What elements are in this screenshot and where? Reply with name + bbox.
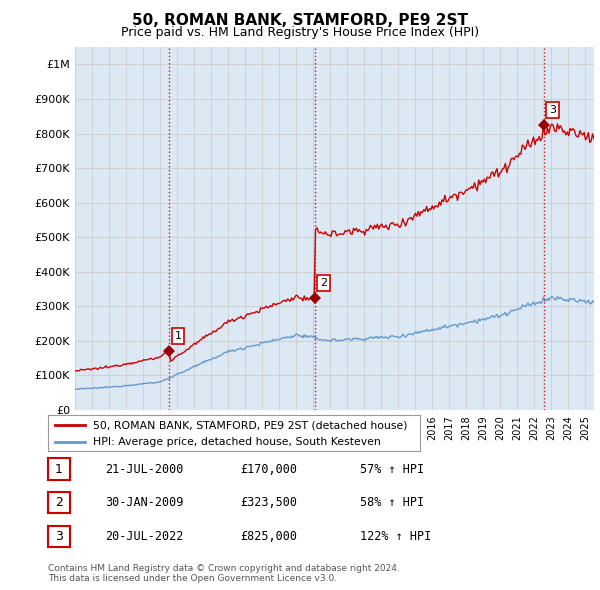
Text: £170,000: £170,000	[240, 463, 297, 476]
Text: 1: 1	[175, 331, 182, 341]
Text: 58% ↑ HPI: 58% ↑ HPI	[360, 496, 424, 509]
Text: Price paid vs. HM Land Registry's House Price Index (HPI): Price paid vs. HM Land Registry's House …	[121, 26, 479, 39]
Text: 50, ROMAN BANK, STAMFORD, PE9 2ST (detached house): 50, ROMAN BANK, STAMFORD, PE9 2ST (detac…	[92, 420, 407, 430]
Text: £825,000: £825,000	[240, 530, 297, 543]
Text: 21-JUL-2000: 21-JUL-2000	[105, 463, 184, 476]
Text: HPI: Average price, detached house, South Kesteven: HPI: Average price, detached house, Sout…	[92, 437, 380, 447]
Text: 122% ↑ HPI: 122% ↑ HPI	[360, 530, 431, 543]
Text: 2: 2	[55, 496, 63, 509]
Text: Contains HM Land Registry data © Crown copyright and database right 2024.
This d: Contains HM Land Registry data © Crown c…	[48, 563, 400, 583]
Text: 1: 1	[55, 463, 63, 476]
Text: 20-JUL-2022: 20-JUL-2022	[105, 530, 184, 543]
Text: 3: 3	[55, 530, 63, 543]
Text: 3: 3	[549, 105, 556, 115]
Text: 30-JAN-2009: 30-JAN-2009	[105, 496, 184, 509]
Text: £323,500: £323,500	[240, 496, 297, 509]
Text: 50, ROMAN BANK, STAMFORD, PE9 2ST: 50, ROMAN BANK, STAMFORD, PE9 2ST	[132, 13, 468, 28]
Text: 57% ↑ HPI: 57% ↑ HPI	[360, 463, 424, 476]
Text: 2: 2	[320, 278, 327, 288]
